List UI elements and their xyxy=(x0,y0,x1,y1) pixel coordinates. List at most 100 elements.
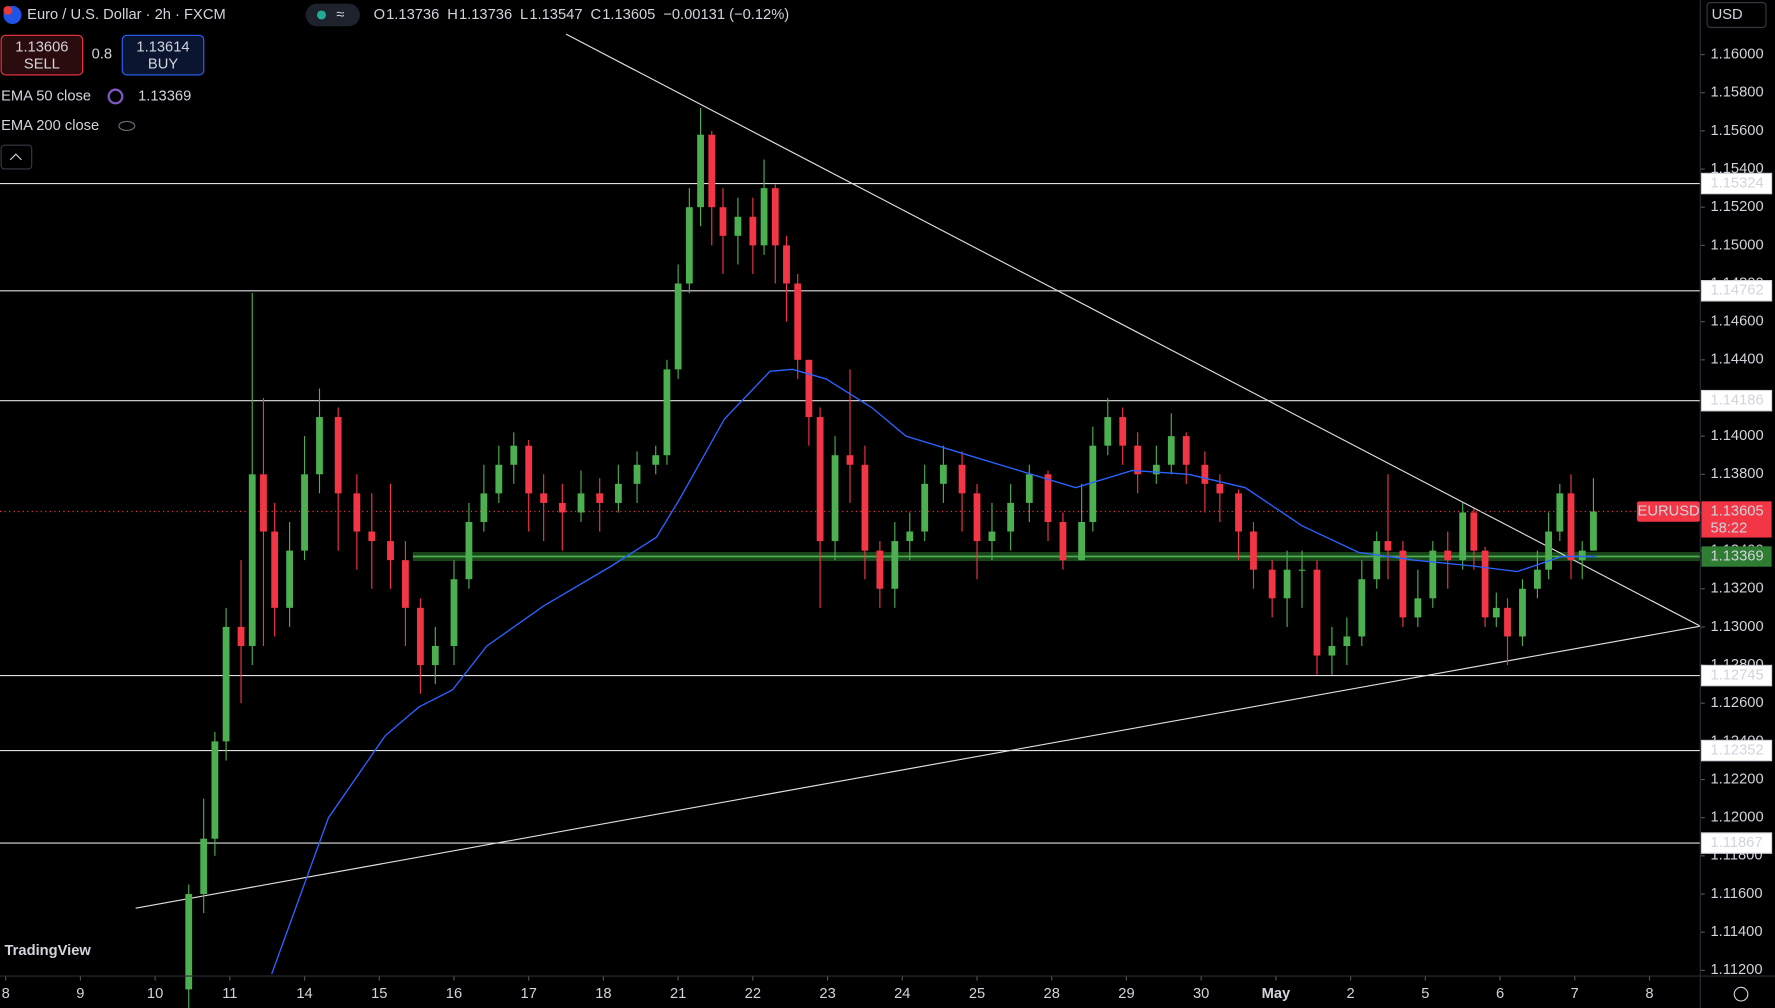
countdown: 58:22 xyxy=(1710,520,1747,536)
candle-body xyxy=(685,207,693,284)
candle-body xyxy=(211,741,219,839)
candle-body xyxy=(1545,531,1553,570)
candle-body xyxy=(301,474,308,551)
x-tick-label: 24 xyxy=(894,986,910,1002)
candle-body xyxy=(1235,493,1242,532)
candle-body xyxy=(771,188,779,246)
candle-body xyxy=(1007,502,1015,532)
candle-body xyxy=(577,493,585,513)
candle-body xyxy=(200,838,208,895)
y-tick-label: 1.11600 xyxy=(1710,886,1762,902)
candle-body xyxy=(387,541,394,561)
y-tick-label: 1.14000 xyxy=(1710,428,1763,444)
status-pill xyxy=(305,3,360,27)
sell-price[interactable]: 1.13606 xyxy=(15,40,68,56)
candle-body xyxy=(652,455,660,465)
level-label-box xyxy=(1700,739,1773,762)
settings-icon[interactable] xyxy=(1733,986,1749,1002)
candle-body xyxy=(1025,474,1033,503)
x-tick-label: 10 xyxy=(147,986,163,1002)
x-tick-label: 6 xyxy=(1496,986,1504,1002)
level-label-box xyxy=(1700,664,1773,687)
collapse-icon xyxy=(9,153,22,161)
candle-body xyxy=(794,283,802,360)
indicator-name: EMA 50 close xyxy=(1,88,91,104)
ohlc-label: O xyxy=(374,7,385,23)
candle-body xyxy=(734,216,742,236)
candle-body xyxy=(958,464,966,494)
y-tick-label: 1.15600 xyxy=(1710,123,1763,139)
symbol-label: EURUSD xyxy=(1638,503,1700,519)
candle-body xyxy=(1283,569,1291,599)
candle-body xyxy=(248,474,256,647)
trendline xyxy=(565,33,1701,627)
y-tick-label: 1.11200 xyxy=(1710,962,1762,978)
sell-button[interactable] xyxy=(0,34,84,76)
plot-area: 1.160001.158001.156001.154001.152001.150… xyxy=(0,33,1773,1008)
buy-button[interactable] xyxy=(121,34,205,76)
y-tick-label: 1.13200 xyxy=(1710,581,1763,597)
ema-label: 1.13369 xyxy=(1710,548,1763,564)
y-tick-label: 1.15800 xyxy=(1710,85,1763,101)
level-label-box xyxy=(1700,172,1773,195)
candle-body xyxy=(1201,464,1209,484)
candle-body xyxy=(1250,531,1257,570)
candle-body xyxy=(921,483,929,532)
candle-body xyxy=(540,493,548,503)
x-tick-label: 9 xyxy=(76,986,84,1002)
candle-body xyxy=(1373,541,1381,580)
candle-body xyxy=(353,493,361,532)
buy-price[interactable]: 1.13614 xyxy=(136,40,189,56)
candle-body xyxy=(1481,550,1489,618)
hidden-icon[interactable] xyxy=(118,120,136,132)
candle-body xyxy=(614,483,622,503)
candle-body xyxy=(708,134,716,208)
candle-body xyxy=(510,445,518,465)
trendline xyxy=(135,625,1701,909)
candle-body xyxy=(939,464,947,484)
x-tick-label: 18 xyxy=(595,986,611,1002)
x-tick-label: 15 xyxy=(371,986,387,1002)
ohlc-legend: O 1.13736 H 1.13736 L 1.13547 C 1.13605 −0.00131… xyxy=(374,7,790,23)
candle-body xyxy=(402,560,409,608)
candle-body xyxy=(286,550,294,608)
candle-body xyxy=(1134,445,1142,475)
candle-body xyxy=(334,417,342,494)
candle-body xyxy=(1556,493,1564,532)
x-tick-label: 8 xyxy=(1645,986,1653,1002)
candle-body xyxy=(1519,588,1526,637)
candle-body xyxy=(805,359,813,418)
candle-body xyxy=(271,531,279,608)
candle-body xyxy=(973,493,981,542)
x-tick-label: 30 xyxy=(1193,986,1209,1002)
candle-body xyxy=(1429,550,1437,599)
candle-body xyxy=(1216,483,1224,494)
candle-body xyxy=(1119,417,1127,446)
candle-body xyxy=(861,464,869,551)
candle-body xyxy=(185,894,193,990)
indicator-name: EMA 200 close xyxy=(1,118,99,134)
level-label-box xyxy=(1700,832,1773,854)
candle-body xyxy=(760,188,768,246)
candle-body xyxy=(222,626,230,742)
candle-body xyxy=(596,493,604,503)
candle-body xyxy=(1167,436,1175,465)
currency[interactable]: USD xyxy=(1712,7,1743,23)
indicator-icon[interactable] xyxy=(107,88,124,105)
candle-body xyxy=(431,646,439,666)
candle-body xyxy=(1590,511,1597,551)
candle-body xyxy=(1104,417,1112,446)
buy-label[interactable]: BUY xyxy=(148,57,178,73)
level-label: 1.12352 xyxy=(1710,742,1763,758)
candle-body xyxy=(1459,512,1467,561)
collapse-button[interactable] xyxy=(0,144,33,170)
currency-button[interactable] xyxy=(1706,1,1767,28)
sell-label[interactable]: SELL xyxy=(24,57,60,73)
candle-body xyxy=(783,245,790,284)
candle-body xyxy=(749,216,757,246)
x-tick-label: 16 xyxy=(446,986,462,1002)
candle-body xyxy=(674,283,682,370)
candle-body xyxy=(1384,541,1392,551)
